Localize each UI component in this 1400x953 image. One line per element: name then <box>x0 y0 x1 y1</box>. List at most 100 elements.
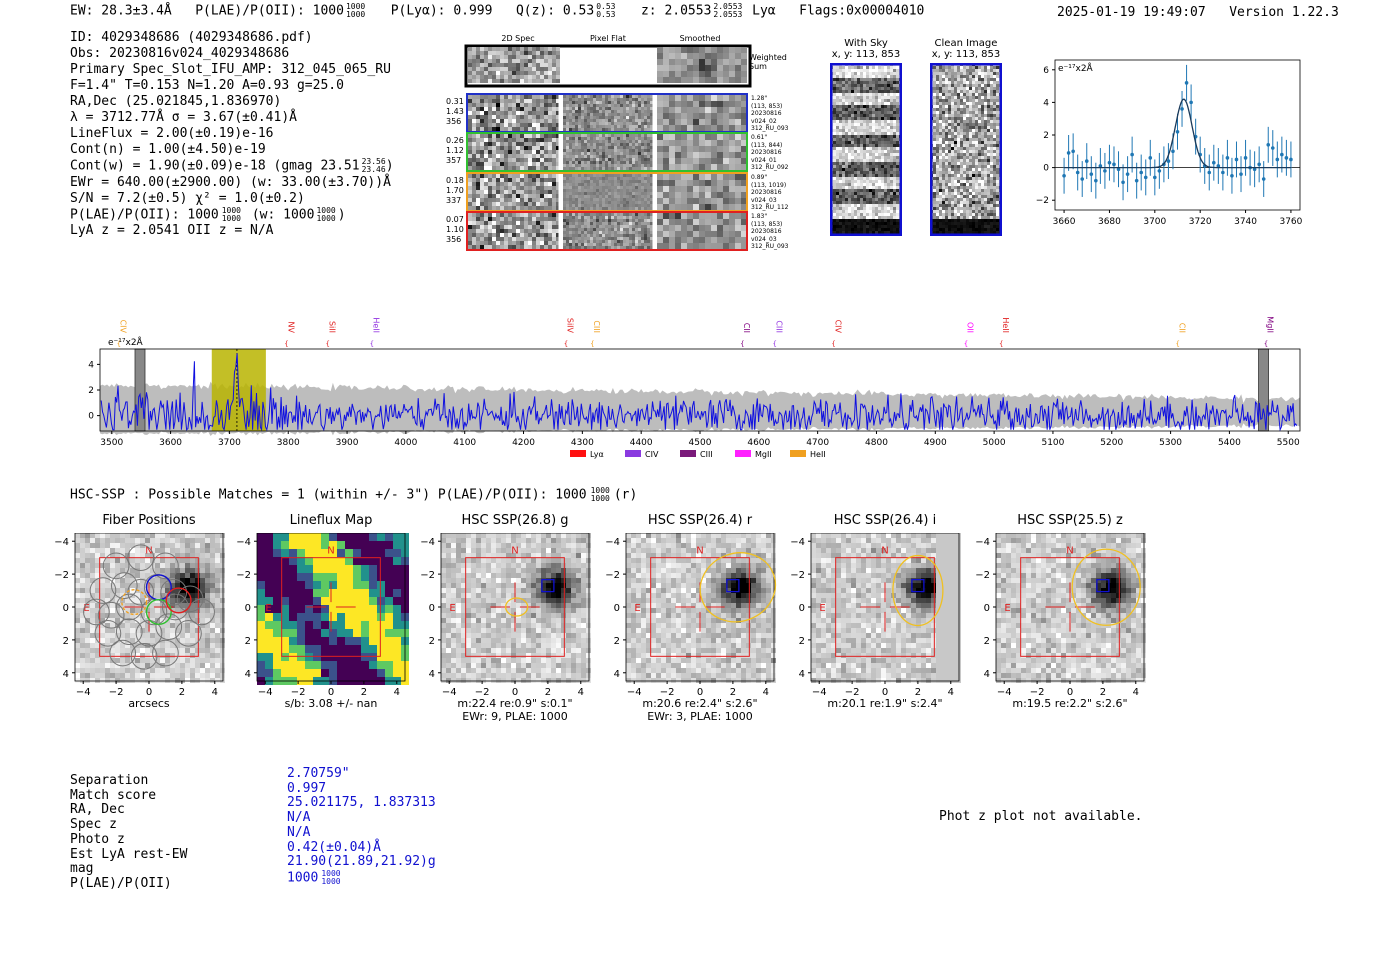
header-plae-sup: 1000 <box>345 2 366 11</box>
header-qz: Q(z): 0.53 <box>515 3 595 19</box>
north-label: N <box>327 545 334 556</box>
match-value-separation: 2.70759" <box>287 766 350 781</box>
hsc-xtick-label: −4 <box>812 687 827 698</box>
plae-w-end: ) <box>337 207 346 222</box>
zoom-data-point <box>1261 177 1266 181</box>
fiber-circle <box>109 639 137 667</box>
match-value-ew: 0.42(±0.04)Å <box>287 839 381 855</box>
zoom-data-point <box>1257 162 1261 167</box>
info-line-lya-z: LyA z = 2.0541 OII z = N/A <box>70 223 274 238</box>
zoom-data-point <box>1134 178 1139 183</box>
info-line-sn: S/N = 7.2(±0.5) χ² = 1.0(±0.2) <box>70 190 305 206</box>
hsc-title-sup: 1000 <box>590 486 610 495</box>
spectral-line-label: HeII <box>372 317 381 333</box>
hsc-panel-title: HSC SSP(26.8) g <box>461 513 569 528</box>
hsc-source-ellipse <box>892 554 944 627</box>
match-value-specz: N/A <box>287 810 311 826</box>
spectral-line-label: CIII <box>775 320 784 333</box>
hsc-xtick-label: −4 <box>997 687 1012 698</box>
sky-frame <box>930 63 1002 236</box>
hsc-ytick-label: 0 <box>63 603 69 614</box>
row-weights: 0.31 1.43 356 <box>446 97 464 127</box>
hsc-ytick-label: −2 <box>54 570 69 581</box>
full-xtick-label: 3600 <box>159 438 182 448</box>
fiber-highlight <box>145 598 172 625</box>
full-xtick-label: 4200 <box>512 438 535 448</box>
hsc-panel-image: N E −4 4 −2 2 0 0 2 −2 4 −4 <box>605 533 777 698</box>
zoom-data-point <box>1107 160 1112 165</box>
header-version: Version 1.22.3 <box>1229 5 1339 20</box>
zoom-xtick-label: 3660 <box>1053 217 1076 227</box>
match-value-radec: 25.021175, 1.837313 <box>287 795 436 811</box>
fiber-circle <box>102 552 130 580</box>
hsc-panel-group: N E −4 4 −2 2 0 0 2 −2 4 −4 <box>605 533 777 698</box>
hsc-ytick-label: −4 <box>605 537 620 548</box>
info-line-plae: P(LAE)/P(OII): 1000 1000 1000 (w: 1000 1000… <box>70 205 394 224</box>
hsc-panel-group: N E −4 4 −2 2 0 0 2 −2 4 −4 <box>236 533 409 698</box>
hsc-caption-1: s/b: 3.08 +/- nan <box>284 697 378 710</box>
plae-sup: 1000 <box>221 205 241 215</box>
hsc-aperture-box <box>281 557 381 657</box>
hsc-xtick-label: 2 <box>915 687 921 698</box>
row-flat <box>563 134 653 170</box>
match-values: 2.70759" 0.997 25.021175, 1.837313 N/A N… <box>287 766 436 886</box>
spectral-line-label: CIV <box>119 320 128 334</box>
row-meta-value: (113, 1019) <box>751 181 787 189</box>
hsc-panel-group: N E −4 4 −2 2 0 0 2 −2 4 −4 <box>790 533 961 698</box>
full-ytick-label: 2 <box>88 386 94 396</box>
hsc-ytick-label: 4 <box>614 669 620 680</box>
zoom-data-point <box>1221 170 1225 175</box>
hsc-ytick-label: 2 <box>984 636 990 647</box>
row-meta: 0.61" (113, 844) 20230816 v024_01 312_RU_092 <box>751 134 788 172</box>
hsc-ytick-label: −2 <box>605 570 620 581</box>
info-line-cont-n: Cont(n) = 1.00(±4.50)e-19 <box>70 142 266 157</box>
spectral-line-marker: { <box>117 340 121 348</box>
spectral-line-marker: { <box>964 340 968 348</box>
hsc-panel-title: HSC SSP(26.4) r <box>647 513 753 528</box>
hsc-source-ellipse <box>1071 548 1141 626</box>
zoom-data-point <box>1084 159 1089 163</box>
match-label-radec: RA, Dec <box>70 802 125 818</box>
match-value-score: 0.997 <box>287 780 327 796</box>
zoom-data-point <box>1175 129 1180 134</box>
full-xtick-label: 4400 <box>630 438 653 448</box>
zoom-data-point <box>1243 156 1248 160</box>
plae-w-sup: 1000 <box>316 205 336 215</box>
hsc-xtick-label: −2 <box>475 687 490 698</box>
match-plae-sub: 1000 <box>321 876 341 886</box>
cont-w-sub: 23.46 <box>361 165 386 174</box>
hsc-panel-image: N E −4 4 −2 2 0 0 2 −2 4 −4 <box>54 533 225 698</box>
row-smoothed <box>657 213 747 249</box>
match-label-separation: Separation <box>70 773 149 788</box>
match-label-photoz: Photo z <box>70 831 125 847</box>
hsc-source-ellipse <box>504 597 529 617</box>
full-xtick-label: 3700 <box>218 438 241 448</box>
row-weight-value: 0.18 <box>446 176 464 185</box>
fiber-circle <box>175 619 202 647</box>
clean-image <box>930 63 1002 236</box>
east-label: E <box>1004 603 1010 614</box>
hsc-xtick-label: −2 <box>109 687 124 698</box>
row-weight-value: 1.43 <box>446 107 464 116</box>
sky-frame <box>830 63 902 236</box>
hsc-xtick-label: 4 <box>394 687 400 698</box>
spectral-line-marker: { <box>831 340 835 348</box>
plae-w-sub: 1000 <box>316 213 336 223</box>
hsc-ytick-label: −2 <box>975 570 990 581</box>
info-line-fwhm: F=1.4" T=0.153 N=1.20 A=0.93 g=25.0 <box>70 78 344 93</box>
hsc-ytick-label: 0 <box>799 603 805 614</box>
full-xtick-label: 5500 <box>1277 438 1300 448</box>
zoom-data-point <box>1184 81 1189 85</box>
zoom-line-plot: 6 4 2 0 −2 3660 3680 3700 3720 3740 3760 e⁻¹⁷x2Å <box>1036 59 1303 227</box>
clean-image-title-text: Clean Image <box>934 38 998 49</box>
spectral-line-label: MgII <box>1266 316 1275 333</box>
hsc-ytick-label: −4 <box>975 537 990 548</box>
full-ytick-label: 0 <box>88 412 94 422</box>
fiber-circle <box>160 578 187 606</box>
hsc-xtick-label: −2 <box>291 687 306 698</box>
weighted-sum-label: Weighted Sum <box>749 53 787 71</box>
info-line-id: ID: 4029348686 (4029348686.pdf) <box>70 30 313 45</box>
north-label: N <box>1066 545 1073 556</box>
detection-info: ID: 4029348686 (4029348686.pdf) Obs: 202… <box>70 30 394 239</box>
zoom-fit-curve <box>1064 98 1291 169</box>
